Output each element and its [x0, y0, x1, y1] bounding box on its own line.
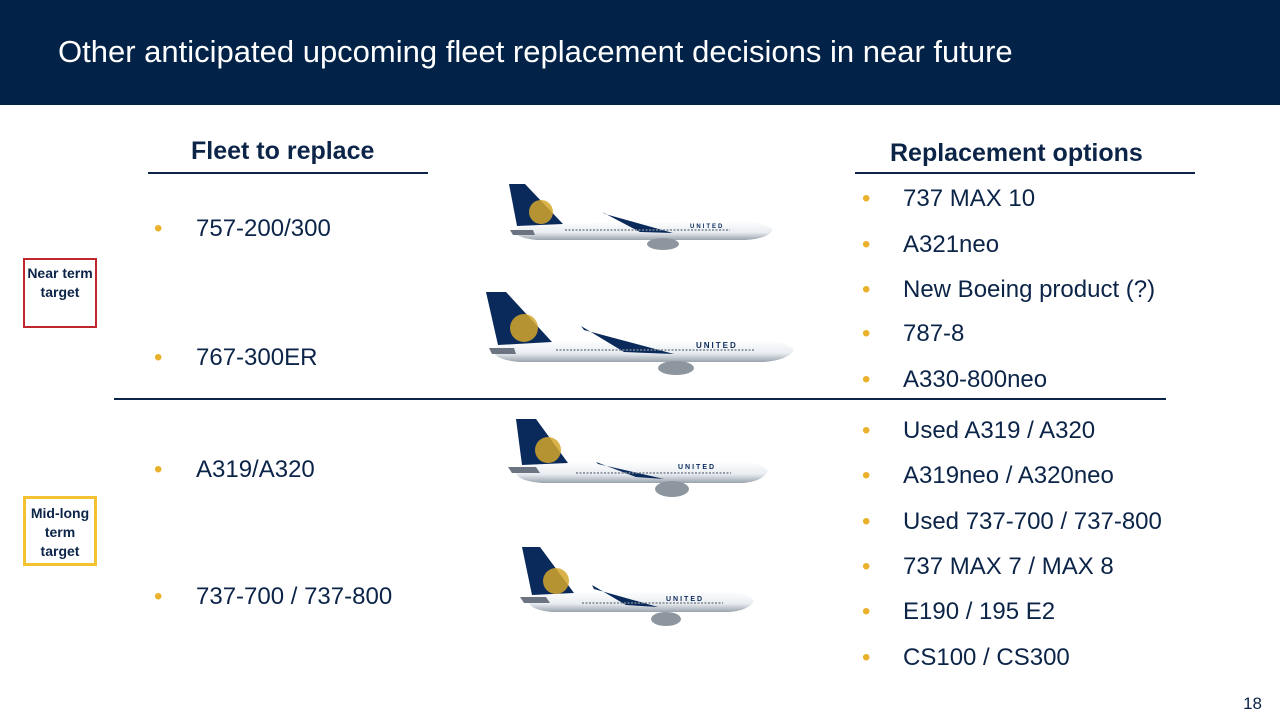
- plane-737-icon: UNITED: [520, 547, 754, 626]
- option-item: • Used 737-700 / 737-800: [862, 508, 1162, 535]
- bullet-icon: •: [862, 462, 871, 489]
- bullet-icon: •: [862, 320, 871, 347]
- fleet-item-737: • 737-700 / 737-800: [154, 583, 393, 610]
- bullet-icon: •: [862, 553, 871, 580]
- bullet-icon: •: [154, 456, 163, 483]
- plane-livery-text: UNITED: [690, 224, 724, 230]
- option-item: • Used A319 / A320: [862, 417, 1096, 444]
- bullet-icon: •: [154, 215, 163, 242]
- slide-title: Other anticipated upcoming fleet replace…: [58, 34, 1013, 69]
- plane-livery-text: UNITED: [678, 464, 716, 471]
- plane-livery-text: UNITED: [666, 596, 704, 603]
- fleet-heading-underline: [148, 172, 428, 174]
- plane-a319-icon: UNITED: [508, 419, 768, 497]
- fleet-item-757: • 757-200/300: [154, 215, 331, 242]
- bullet-icon: •: [862, 417, 871, 444]
- page-number: 18: [1243, 694, 1262, 713]
- bullet-icon: •: [862, 185, 871, 212]
- bullet-icon: •: [862, 644, 871, 671]
- options-column-heading: Replacement options: [890, 139, 1143, 167]
- bullet-icon: •: [154, 583, 163, 610]
- plane-757-icon: UNITED: [509, 184, 773, 250]
- option-item: • A319neo / A320neo: [862, 462, 1114, 489]
- mid-long-term-tag: Mid-long term target: [23, 496, 97, 566]
- plane-767-icon: UNITED: [486, 292, 794, 375]
- options-heading-underline: [855, 172, 1195, 174]
- option-item: • A330-800neo: [862, 366, 1048, 393]
- bullet-icon: •: [154, 344, 163, 371]
- section-divider: [114, 398, 1166, 400]
- fleet-column-heading: Fleet to replace: [191, 137, 375, 165]
- bullet-icon: •: [862, 598, 871, 625]
- bullet-icon: •: [862, 508, 871, 535]
- option-item: • A321neo: [862, 231, 1000, 258]
- option-item: • 737 MAX 10: [862, 185, 1036, 212]
- header-bar: Other anticipated upcoming fleet replace…: [0, 0, 1280, 105]
- near-term-tag: Near term target: [23, 258, 97, 328]
- option-item: • 787-8: [862, 320, 965, 347]
- option-item: • E190 / 195 E2: [862, 598, 1056, 625]
- bullet-icon: •: [862, 366, 871, 393]
- option-item: • CS100 / CS300: [862, 644, 1070, 671]
- plane-livery-text: UNITED: [696, 341, 738, 350]
- option-item: • New Boeing product (?): [862, 276, 1156, 303]
- fleet-item-767: • 767-300ER: [154, 344, 318, 371]
- bullet-icon: •: [862, 231, 871, 258]
- fleet-item-a319: • A319/A320: [154, 456, 315, 483]
- option-item: • 737 MAX 7 / MAX 8: [862, 553, 1114, 580]
- bullet-icon: •: [862, 276, 871, 303]
